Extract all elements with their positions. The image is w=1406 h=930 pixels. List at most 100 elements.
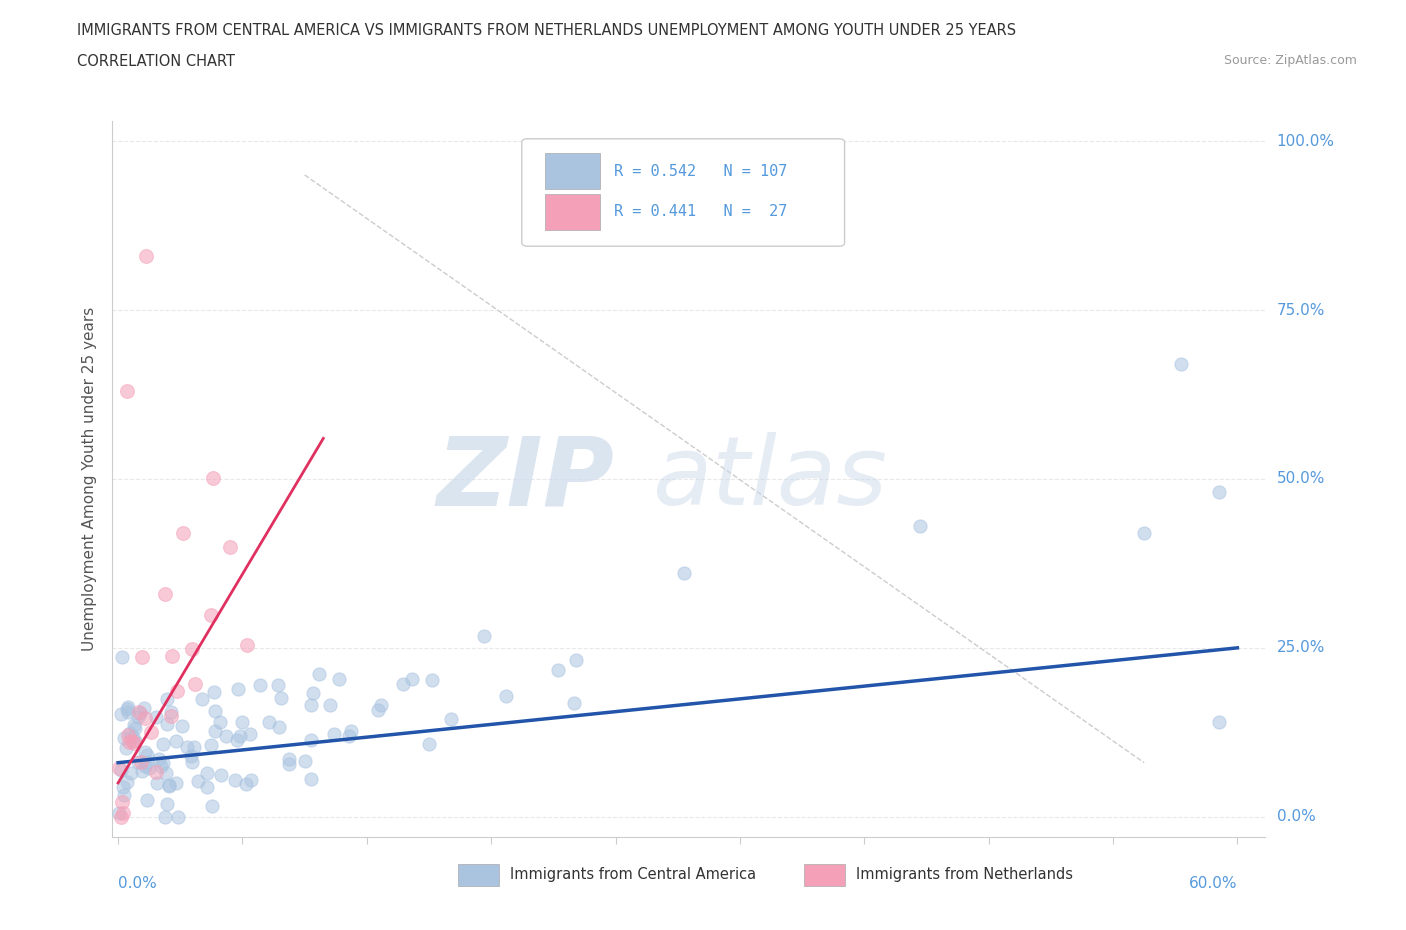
Text: 0.0%: 0.0%	[118, 876, 157, 891]
Point	[235, 777, 257, 791]
Point	[146, 776, 169, 790]
Text: R = 0.441   N =  27: R = 0.441 N = 27	[614, 205, 787, 219]
Point	[122, 718, 145, 733]
Point	[110, 707, 132, 722]
Point	[547, 662, 569, 677]
Point	[226, 732, 249, 747]
Point	[308, 667, 330, 682]
Point	[110, 809, 132, 824]
Point	[239, 727, 262, 742]
Point	[673, 565, 696, 580]
Point	[257, 715, 280, 730]
Point	[156, 692, 179, 707]
Point	[159, 777, 181, 792]
Point	[229, 728, 252, 743]
Point	[209, 768, 232, 783]
Point	[215, 729, 238, 744]
Point	[134, 711, 156, 725]
Point	[418, 737, 440, 751]
Point	[184, 676, 207, 691]
Point	[322, 726, 344, 741]
Point	[110, 763, 132, 777]
Point	[136, 748, 159, 763]
Bar	[546, 153, 600, 189]
Bar	[804, 864, 845, 885]
Point	[367, 703, 389, 718]
Text: 75.0%: 75.0%	[1277, 302, 1324, 317]
Point	[299, 771, 322, 786]
Point	[129, 755, 152, 770]
Point	[155, 765, 177, 780]
Point	[124, 721, 146, 736]
Point	[165, 776, 187, 790]
Point	[111, 794, 134, 809]
Point	[136, 755, 159, 770]
Point	[165, 734, 187, 749]
Point	[200, 738, 222, 753]
Point	[134, 758, 156, 773]
FancyBboxPatch shape	[522, 139, 845, 246]
Y-axis label: Unemployment Among Youth under 25 years: Unemployment Among Youth under 25 years	[82, 307, 97, 651]
Point	[204, 703, 226, 718]
Point	[117, 699, 139, 714]
Point	[392, 677, 415, 692]
Point	[183, 739, 205, 754]
Point	[159, 779, 181, 794]
Point	[152, 737, 174, 751]
Point	[128, 705, 150, 720]
Point	[150, 758, 173, 773]
Point	[202, 684, 225, 699]
Point	[107, 761, 129, 776]
Point	[160, 708, 183, 723]
Point	[155, 809, 177, 824]
Point	[117, 705, 139, 720]
Point	[239, 772, 262, 787]
Point	[231, 715, 253, 730]
Point	[195, 780, 218, 795]
Point	[145, 764, 167, 779]
Point	[201, 799, 224, 814]
Point	[181, 754, 204, 769]
Point	[115, 741, 138, 756]
Point	[141, 724, 163, 739]
Point	[118, 734, 141, 749]
Text: Source: ZipAtlas.com: Source: ZipAtlas.com	[1223, 54, 1357, 67]
Point	[127, 755, 149, 770]
Text: IMMIGRANTS FROM CENTRAL AMERICA VS IMMIGRANTS FROM NETHERLANDS UNEMPLOYMENT AMON: IMMIGRANTS FROM CENTRAL AMERICA VS IMMIG…	[77, 23, 1017, 38]
Point	[236, 637, 259, 652]
Text: Immigrants from Netherlands: Immigrants from Netherlands	[856, 868, 1073, 883]
Point	[120, 725, 142, 740]
Point	[270, 690, 292, 705]
Point	[277, 752, 299, 767]
Point	[267, 677, 290, 692]
Point	[495, 688, 517, 703]
Text: ZIP: ZIP	[436, 432, 614, 525]
Point	[226, 682, 249, 697]
Point	[202, 471, 225, 485]
Point	[370, 698, 392, 712]
Point	[200, 608, 222, 623]
Point	[299, 733, 322, 748]
Point	[127, 710, 149, 724]
Point	[337, 729, 360, 744]
Point	[148, 751, 170, 766]
Point	[1133, 525, 1156, 540]
Point	[180, 749, 202, 764]
Point	[299, 698, 322, 712]
Point	[474, 629, 496, 644]
Point	[138, 761, 160, 776]
Point	[131, 764, 153, 778]
Point	[562, 696, 585, 711]
Point	[1208, 485, 1230, 500]
Bar	[546, 194, 600, 230]
Point	[190, 691, 212, 706]
Point	[159, 704, 181, 719]
Point	[204, 724, 226, 738]
Text: R = 0.542   N = 107: R = 0.542 N = 107	[614, 164, 787, 179]
Point	[156, 717, 179, 732]
Text: Immigrants from Central America: Immigrants from Central America	[510, 868, 756, 883]
Point	[131, 650, 153, 665]
Point	[134, 700, 156, 715]
Text: 0.0%: 0.0%	[1277, 809, 1315, 824]
Point	[302, 685, 325, 700]
